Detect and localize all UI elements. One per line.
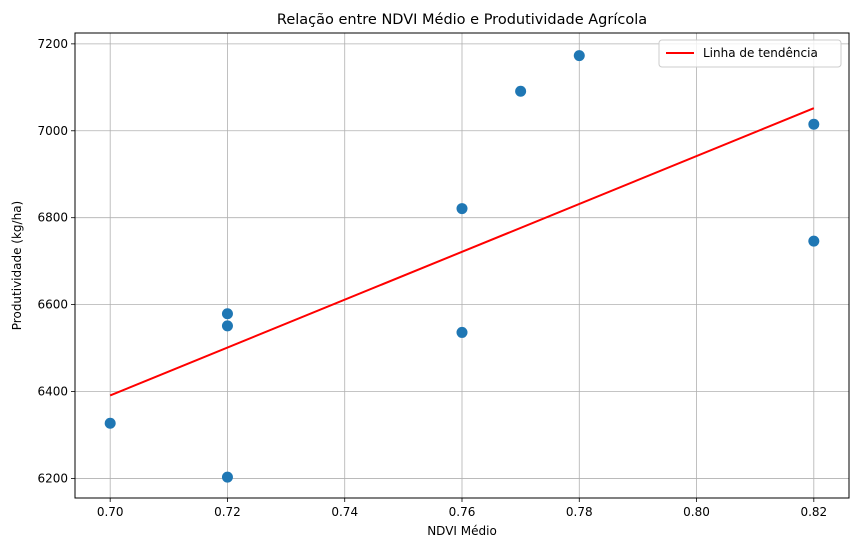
legend: Linha de tendência [658,39,842,68]
data-points [104,50,820,483]
y-tick-label: 6800 [37,211,68,225]
chart-title: Relação entre NDVI Médio e Produtividade… [277,12,647,28]
data-point [573,50,585,62]
data-point [808,235,820,247]
x-axis-ticks: 0.70 0.72 0.74 0.76 0.78 0.80 0.82 [97,498,827,519]
x-tick-label: 0.74 [331,505,358,519]
legend-trend-label: Linha de tendência [703,46,818,60]
data-point [456,326,468,338]
data-point [808,118,820,130]
data-point [221,471,233,483]
y-tick-label: 7000 [37,124,68,138]
x-tick-label: 0.80 [683,505,710,519]
y-tick-label: 6200 [37,471,68,485]
trend-line-group [109,107,815,397]
x-tick-label: 0.76 [449,505,476,519]
x-tick-label: 0.82 [800,505,827,519]
x-tick-label: 0.78 [566,505,593,519]
data-point [221,320,233,332]
y-tick-label: 7200 [37,37,68,51]
y-axis-label: Produtividade (kg/ha) [10,201,24,330]
y-tick-label: 6400 [37,385,68,399]
legend-box [658,39,842,68]
data-point [104,417,116,429]
y-tick-label: 6600 [37,298,68,312]
trend-line [109,107,815,397]
data-point [456,203,468,215]
data-point [515,85,527,97]
x-axis-label: NDVI Médio [427,524,497,538]
x-tick-label: 0.70 [97,505,124,519]
data-point [221,308,233,320]
y-axis-ticks: 6200 6400 6600 6800 7000 7200 [37,37,75,485]
x-tick-label: 0.72 [214,505,241,519]
